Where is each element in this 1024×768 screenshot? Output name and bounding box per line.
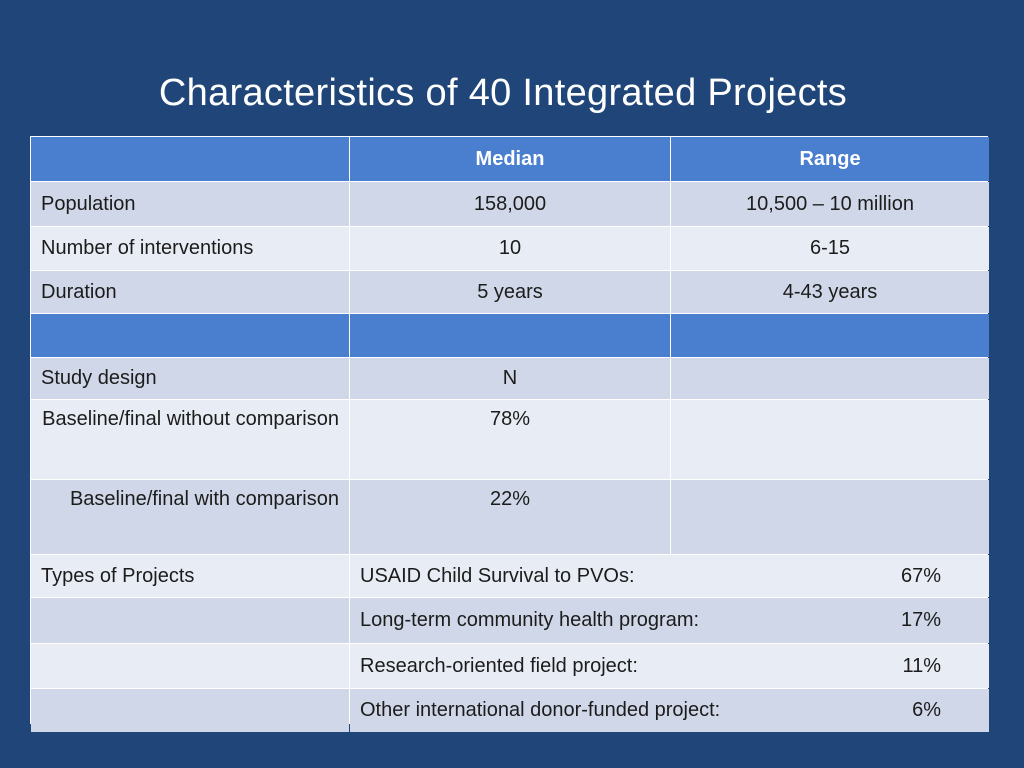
study-design-range-empty [671, 358, 989, 399]
baseline-without-range-empty [671, 400, 989, 479]
project-type-name: Long-term community health program: [360, 609, 700, 631]
row-label-study-design: Study design [31, 358, 349, 399]
project-type-row: Other international donor-funded project… [350, 689, 989, 732]
duration-median: 5 years [350, 271, 670, 313]
population-range: 10,500 – 10 million [671, 182, 989, 226]
project-type-row: Research-oriented field project: 11% [350, 644, 989, 688]
table-header-range: Range [671, 137, 989, 181]
row-label-baseline-with: Baseline/final with comparison [31, 480, 349, 554]
project-type-name: USAID Child Survival to PVOs: [360, 564, 635, 587]
interventions-range: 6-15 [671, 227, 989, 270]
interventions-median: 10 [350, 227, 670, 270]
table-header-median: Median [350, 137, 670, 181]
separator-cell [350, 314, 670, 357]
project-type-name: Other international donor-funded project… [360, 699, 721, 721]
baseline-with-value: 22% [350, 480, 670, 554]
row-label-duration: Duration [31, 271, 349, 313]
slide-title: Characteristics of 40 Integrated Project… [158, 72, 848, 114]
row-label-baseline-without: Baseline/final without comparison [31, 400, 349, 479]
characteristics-table: Median Range Population 158,000 10,500 –… [30, 136, 989, 732]
study-design-n: N [350, 358, 670, 399]
population-median: 158,000 [350, 182, 670, 226]
baseline-without-value: 78% [350, 400, 670, 479]
separator-cell [31, 314, 349, 357]
row-label-population: Population [31, 182, 349, 226]
table-header-empty [31, 137, 349, 181]
project-type-percent: 11% [902, 654, 941, 677]
project-type-row: USAID Child Survival to PVOs: 67% [350, 555, 989, 597]
project-type-label-empty [31, 689, 349, 732]
duration-range: 4-43 years [671, 271, 989, 313]
separator-cell [671, 314, 989, 357]
project-type-percent: 67% [900, 564, 941, 587]
row-label-interventions: Number of interventions [31, 227, 349, 270]
project-type-name: Research-oriented field project: [360, 654, 638, 677]
project-type-label-empty [31, 644, 349, 688]
project-type-percent: 17% [900, 609, 941, 631]
row-label-types-of-projects: Types of Projects [31, 555, 349, 597]
project-type-row: Long-term community health program: 17% [350, 598, 989, 643]
project-type-percent: 6% [912, 699, 941, 721]
project-type-label-empty [31, 598, 349, 643]
baseline-with-range-empty [671, 480, 989, 554]
